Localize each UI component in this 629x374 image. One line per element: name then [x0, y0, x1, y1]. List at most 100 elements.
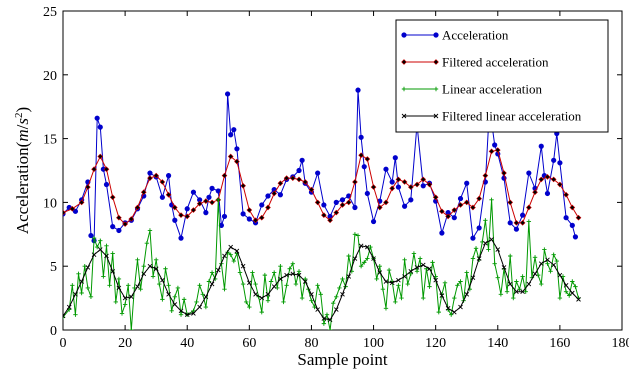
data-point — [296, 176, 302, 183]
data-point — [277, 192, 283, 198]
data-point — [97, 124, 103, 130]
data-point — [73, 312, 78, 317]
data-point — [240, 263, 246, 269]
data-point — [140, 189, 147, 196]
data-point — [321, 321, 327, 326]
data-point — [421, 295, 426, 301]
data-point — [570, 279, 575, 284]
data-point — [396, 277, 401, 283]
data-point — [247, 280, 252, 286]
data-point — [365, 244, 370, 250]
data-point — [504, 289, 510, 294]
data-point — [289, 175, 296, 181]
data-point — [116, 276, 122, 282]
data-point — [97, 153, 104, 160]
data-point — [259, 295, 265, 301]
x-tick-label: 140 — [487, 336, 508, 351]
y-axis-title-unit-exp: 2 — [13, 113, 25, 119]
data-point — [473, 246, 479, 251]
data-point — [299, 157, 305, 163]
data-point — [358, 264, 364, 269]
data-point — [569, 204, 576, 211]
data-point — [330, 301, 336, 306]
data-point — [532, 189, 538, 196]
data-point — [346, 274, 352, 279]
data-point — [554, 258, 559, 264]
data-point — [457, 195, 464, 202]
data-point — [191, 308, 196, 314]
data-point — [135, 257, 140, 263]
data-point — [178, 308, 184, 314]
data-point — [178, 212, 184, 218]
data-point — [396, 283, 401, 288]
data-point — [545, 261, 550, 266]
data-point — [224, 91, 231, 97]
data-point — [395, 176, 402, 183]
data-point — [327, 317, 333, 323]
data-point — [457, 202, 464, 208]
data-point — [203, 210, 209, 216]
data-point — [463, 199, 470, 206]
data-point — [91, 252, 97, 258]
data-point — [567, 293, 572, 298]
data-point — [362, 260, 367, 265]
legend-swatch-marker — [401, 86, 407, 92]
data-point — [94, 244, 100, 250]
data-point — [309, 291, 314, 297]
data-point — [551, 262, 556, 268]
data-point — [364, 156, 371, 162]
data-point — [206, 279, 212, 284]
data-point — [265, 204, 271, 211]
data-point — [110, 251, 115, 256]
data-point — [544, 190, 551, 197]
data-point — [420, 176, 427, 183]
data-point — [470, 204, 476, 211]
x-tick-label: 160 — [549, 336, 570, 351]
data-point — [407, 184, 414, 190]
data-point — [302, 279, 308, 284]
data-point — [383, 279, 389, 284]
data-point — [563, 289, 569, 294]
data-point — [246, 216, 252, 222]
x-tick-label: 0 — [60, 336, 67, 351]
data-point — [550, 176, 557, 183]
legend-label: Linear acceleration — [442, 82, 542, 97]
data-point — [163, 266, 168, 271]
data-point — [234, 146, 240, 152]
data-point — [476, 195, 482, 202]
data-point — [507, 281, 513, 287]
data-point — [358, 243, 364, 249]
data-point — [104, 243, 109, 248]
data-point — [377, 270, 383, 275]
data-point — [284, 283, 289, 288]
data-point — [445, 213, 451, 220]
data-point — [171, 204, 178, 211]
data-point — [141, 264, 146, 269]
data-point — [134, 204, 141, 211]
data-point — [228, 132, 234, 138]
data-point — [324, 312, 330, 317]
data-point — [76, 271, 81, 277]
legend-swatch-marker — [433, 32, 439, 38]
data-point — [355, 233, 361, 238]
data-point — [458, 304, 463, 310]
data-point — [293, 281, 299, 287]
data-point — [417, 256, 423, 261]
data-point — [147, 228, 153, 233]
legend-item: Linear acceleration — [401, 82, 542, 97]
data-point — [268, 279, 274, 284]
data-point — [439, 230, 445, 236]
data-point — [157, 281, 162, 287]
data-point — [203, 198, 209, 204]
data-point — [520, 212, 526, 218]
data-point — [414, 265, 420, 270]
data-point — [150, 274, 156, 279]
data-point — [557, 181, 563, 188]
data-point — [85, 184, 91, 190]
data-point — [411, 251, 417, 256]
data-point — [70, 283, 75, 288]
data-point — [209, 281, 215, 287]
legend-swatch-marker — [401, 113, 407, 119]
data-point — [489, 237, 494, 242]
data-point — [513, 219, 520, 226]
